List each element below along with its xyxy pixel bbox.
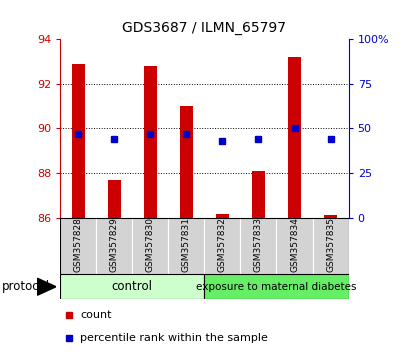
Bar <box>60 274 204 299</box>
Text: control: control <box>112 280 153 293</box>
Bar <box>288 57 301 218</box>
Bar <box>276 218 312 274</box>
Bar <box>60 218 96 274</box>
Bar <box>204 218 240 274</box>
Bar <box>204 274 349 299</box>
Bar <box>168 218 204 274</box>
Bar <box>312 218 349 274</box>
Bar <box>108 180 121 218</box>
Bar <box>180 106 193 218</box>
Text: GSM357829: GSM357829 <box>110 217 119 272</box>
Text: GSM357833: GSM357833 <box>254 217 263 272</box>
Bar <box>144 66 156 218</box>
Text: GSM357828: GSM357828 <box>74 217 83 272</box>
Bar <box>240 218 276 274</box>
Bar <box>216 215 229 218</box>
Polygon shape <box>37 278 56 295</box>
Bar <box>132 218 168 274</box>
Text: exposure to maternal diabetes: exposure to maternal diabetes <box>196 282 357 292</box>
Text: GSM357830: GSM357830 <box>146 217 155 272</box>
Text: GSM357832: GSM357832 <box>218 217 227 272</box>
Bar <box>72 63 85 218</box>
Bar <box>324 216 337 218</box>
Text: count: count <box>81 310 112 320</box>
Text: GSM357831: GSM357831 <box>182 217 191 272</box>
Text: protocol: protocol <box>2 280 50 293</box>
Text: percentile rank within the sample: percentile rank within the sample <box>81 333 268 343</box>
Bar <box>252 171 265 218</box>
Bar <box>96 218 132 274</box>
Text: GSM357834: GSM357834 <box>290 217 299 272</box>
Title: GDS3687 / ILMN_65797: GDS3687 / ILMN_65797 <box>122 21 286 35</box>
Text: GSM357835: GSM357835 <box>326 217 335 272</box>
